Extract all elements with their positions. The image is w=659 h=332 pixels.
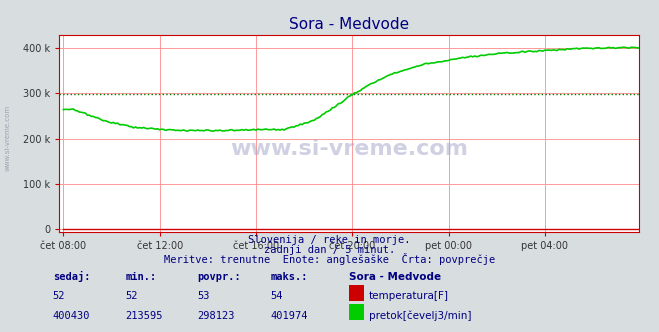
Text: povpr.:: povpr.: [198,272,241,282]
Text: 52: 52 [53,291,65,301]
Text: Slovenija / reke in morje.: Slovenija / reke in morje. [248,235,411,245]
Bar [349,285,364,301]
Text: 401974: 401974 [270,311,308,321]
Text: 298123: 298123 [198,311,235,321]
Text: temperatura[F]: temperatura[F] [369,291,449,301]
Text: maks.:: maks.: [270,272,308,282]
Text: 400430: 400430 [53,311,90,321]
Bar [349,304,364,320]
Text: 53: 53 [198,291,210,301]
Text: pretok[čevelj3/min]: pretok[čevelj3/min] [369,310,472,321]
Text: 52: 52 [125,291,138,301]
Text: www.si-vreme.com: www.si-vreme.com [5,105,11,171]
Text: Meritve: trenutne  Enote: anglešaške  Črta: povprečje: Meritve: trenutne Enote: anglešaške Črta… [164,253,495,265]
Text: min.:: min.: [125,272,156,282]
Text: zadnji dan / 5 minut.: zadnji dan / 5 minut. [264,245,395,255]
Text: sedaj:: sedaj: [53,271,90,282]
Title: Sora - Medvode: Sora - Medvode [289,17,409,32]
Text: www.si-vreme.com: www.si-vreme.com [230,139,469,159]
Text: 54: 54 [270,291,283,301]
Text: Sora - Medvode: Sora - Medvode [349,272,442,282]
Text: 213595: 213595 [125,311,163,321]
